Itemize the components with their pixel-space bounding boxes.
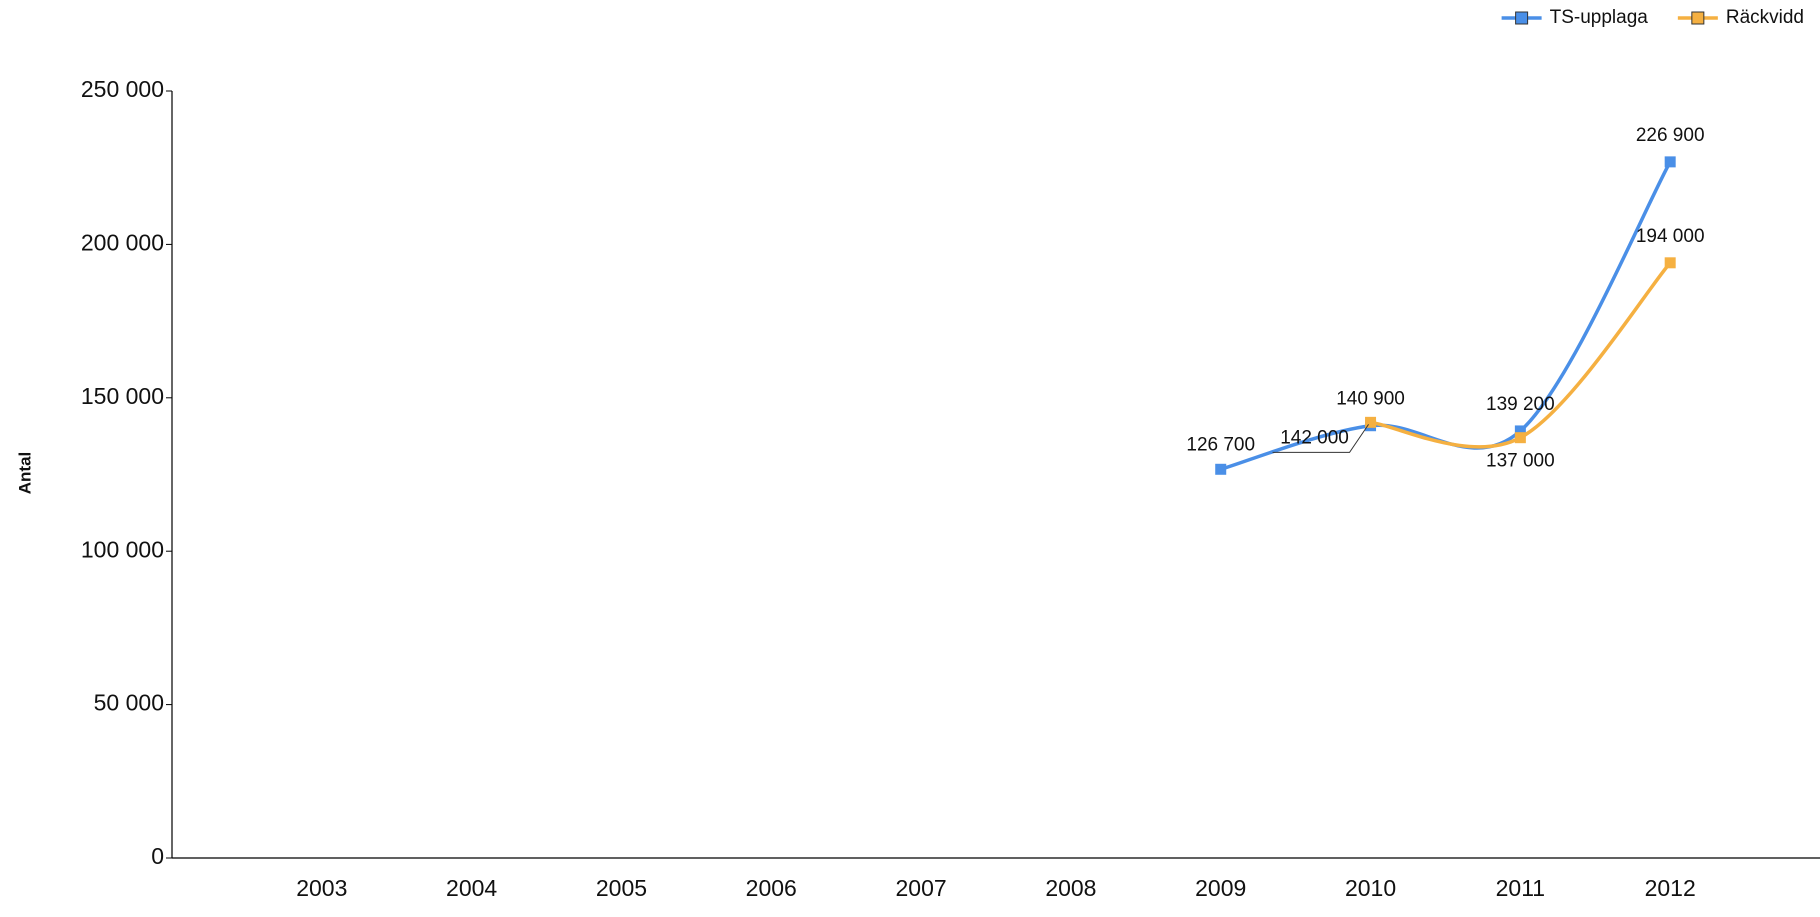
x-tick-label: 2003 xyxy=(296,875,347,901)
y-tick-label: 200 000 xyxy=(81,229,164,255)
series-line xyxy=(1370,261,1672,449)
y-tick-label: 150 000 xyxy=(81,383,164,409)
data-label: 226 900 xyxy=(1636,125,1705,146)
y-tick-label: 100 000 xyxy=(81,536,164,562)
legend-swatch xyxy=(1515,11,1529,25)
x-tick-label: 2009 xyxy=(1195,875,1246,901)
x-tick-label: 2010 xyxy=(1345,875,1396,901)
y-tick-label: 250 000 xyxy=(81,76,164,102)
x-tick-label: 2004 xyxy=(446,875,497,901)
x-tick-label: 2011 xyxy=(1496,875,1545,901)
series-line xyxy=(1220,161,1672,471)
x-tick-label: 2006 xyxy=(746,875,797,901)
data-label: 194 000 xyxy=(1636,226,1705,247)
x-tick-label: 2005 xyxy=(596,875,647,901)
legend-swatch xyxy=(1691,11,1705,25)
y-tick-label: 0 xyxy=(151,843,164,869)
data-label: 142 000 xyxy=(1280,427,1349,448)
data-label: 139 200 xyxy=(1486,394,1555,415)
data-label: 140 900 xyxy=(1336,389,1405,410)
legend-label: TS-upplaga xyxy=(1550,7,1649,28)
marker xyxy=(1514,432,1526,444)
marker xyxy=(1365,416,1377,428)
marker xyxy=(1514,425,1526,437)
x-tick-label: 2008 xyxy=(1045,875,1096,901)
x-tick-label: 2012 xyxy=(1645,875,1696,901)
data-label: 137 000 xyxy=(1486,451,1555,472)
marker xyxy=(1664,257,1676,269)
legend-label: Räckvidd xyxy=(1726,7,1804,28)
y-tick-label: 50 000 xyxy=(94,690,164,716)
label-callout xyxy=(1272,424,1369,453)
y-axis-label: Antal xyxy=(15,452,34,495)
marker xyxy=(1215,463,1227,475)
marker xyxy=(1664,156,1676,168)
data-label: 126 700 xyxy=(1186,434,1255,455)
x-tick-label: 2007 xyxy=(896,875,947,901)
